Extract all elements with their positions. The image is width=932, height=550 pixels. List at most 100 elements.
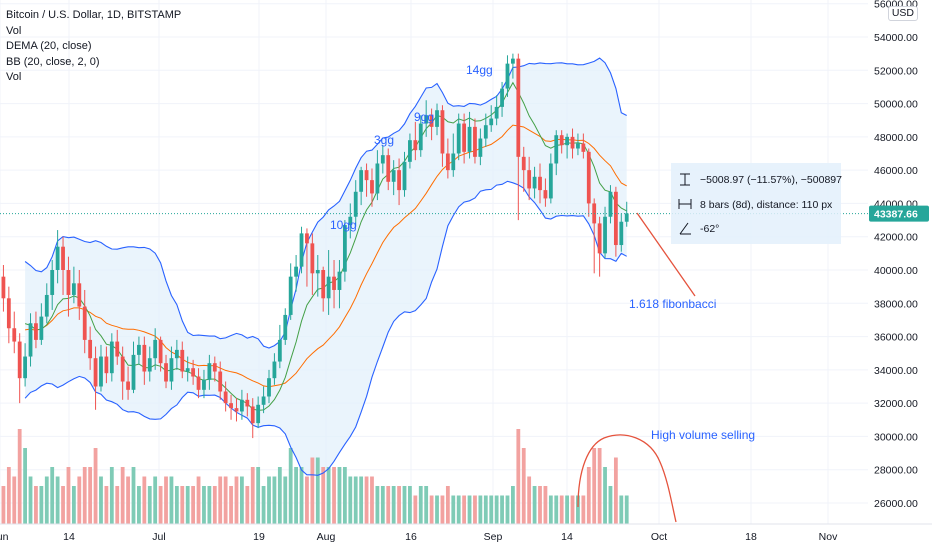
candle[interactable] [88,326,93,370]
candle[interactable] [413,121,418,161]
candle[interactable] [370,168,374,207]
volume-bar[interactable] [39,486,44,524]
candle[interactable] [202,369,206,399]
candle[interactable] [603,206,607,259]
candle[interactable] [408,133,412,169]
candle[interactable] [310,233,315,295]
volume-bar[interactable] [456,495,461,525]
volume-bar[interactable] [250,467,255,524]
candle[interactable] [164,354,168,389]
volume-bar[interactable] [202,486,206,524]
volume-bar[interactable] [391,486,396,524]
volume-bar[interactable] [337,467,342,524]
candle[interactable] [505,55,510,97]
candle[interactable] [315,255,320,297]
volume-bar[interactable] [576,495,580,525]
volume-bar[interactable] [342,467,347,524]
candle[interactable] [17,333,22,404]
candle[interactable] [153,328,158,370]
volume-bar[interactable] [462,495,467,525]
candle[interactable] [77,270,82,320]
volume-bar[interactable] [348,476,353,525]
volume-bar[interactable] [489,495,494,525]
candle[interactable] [500,81,504,117]
candle[interactable] [559,130,564,154]
bb-lower-line[interactable] [24,180,627,476]
volume-bar[interactable] [483,495,488,525]
legend-bb[interactable]: BB (20, close, 2, 0) [6,55,100,68]
candle[interactable] [353,180,358,227]
volume-bar[interactable] [99,476,103,525]
legend-vol[interactable]: Vol [6,24,22,37]
volume-bar[interactable] [294,467,298,524]
volume-bar[interactable] [473,495,477,525]
candle[interactable] [55,230,60,284]
candle[interactable] [34,311,38,349]
volume-bar[interactable] [34,486,38,524]
candle[interactable] [6,286,11,344]
candle[interactable] [218,361,223,400]
candle[interactable] [28,313,33,367]
volume-bar[interactable] [418,486,423,524]
volume-bar[interactable] [17,429,22,524]
candle[interactable] [359,166,364,206]
volume-bar[interactable] [440,495,445,525]
candle[interactable] [212,356,217,382]
candle[interactable] [82,289,87,354]
candle[interactable] [272,353,277,385]
annotation-high-volume-selling[interactable]: High volume selling [651,428,755,442]
volume-bar[interactable] [240,476,244,525]
volume-bar[interactable] [538,486,542,524]
volume-bar[interactable] [267,476,271,525]
candle[interactable] [93,346,98,410]
candle[interactable] [288,263,293,320]
candle[interactable] [169,346,174,390]
legend-symbol-title[interactable]: Bitcoin / U.S. Dollar, 1D, BITSTAMP [6,9,182,21]
volume-bar[interactable] [88,467,93,524]
candle[interactable] [321,266,326,312]
candle[interactable] [576,133,580,156]
candle[interactable] [120,346,125,400]
volume-bar[interactable] [505,495,510,525]
candle[interactable] [511,53,515,79]
candle[interactable] [299,226,304,274]
candle[interactable] [581,133,586,159]
annotation-10gg[interactable]: 10gg [330,218,357,232]
volume-bar[interactable] [364,476,369,525]
volume-bar[interactable] [147,486,152,524]
candle[interactable] [613,186,618,257]
candle[interactable] [261,386,266,414]
candle[interactable] [375,150,380,201]
volume-bar[interactable] [261,486,266,524]
candle[interactable] [418,115,423,157]
volume-bar[interactable] [511,486,515,524]
volume-bar[interactable] [164,476,168,525]
volume-bar[interactable] [299,467,304,524]
candle[interactable] [586,148,591,217]
candle[interactable] [131,341,136,394]
candle[interactable] [451,133,456,177]
candle[interactable] [445,138,450,179]
legend-dema[interactable]: DEMA (20, close) [6,40,92,52]
volume-arc-curve[interactable] [577,434,677,523]
volume-bar[interactable] [370,476,374,525]
volume-bar[interactable] [619,495,624,525]
candlestick-series[interactable] [0,53,629,439]
candle[interactable] [391,160,396,196]
volume-bar[interactable] [565,495,569,525]
candle[interactable] [619,213,624,252]
volume-bar[interactable] [559,495,564,525]
volume-bar[interactable] [397,486,401,524]
candle[interactable] [185,356,190,382]
volume-bar[interactable] [402,486,407,524]
candle[interactable] [61,236,65,295]
volume-bar[interactable] [283,476,288,525]
candle[interactable] [109,333,114,382]
volume-bar[interactable] [332,467,336,524]
candle[interactable] [527,156,532,201]
annotation-14gg[interactable]: 14gg [466,63,493,77]
volume-bar[interactable] [185,486,190,524]
volume-bar[interactable] [126,476,130,525]
price-axis[interactable]: 26000.00 28000.00 30000.00 32000.00 34000.00… [874,0,918,510]
volume-bar[interactable] [272,476,277,525]
